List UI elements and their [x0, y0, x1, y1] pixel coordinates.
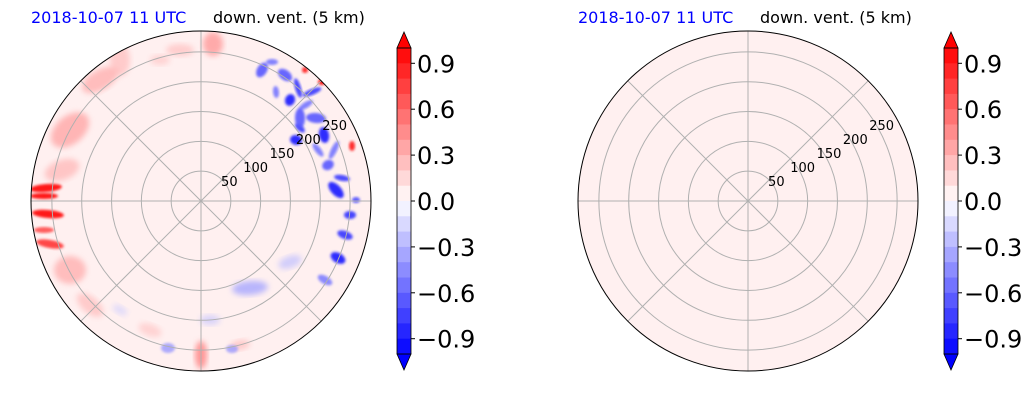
polar-frame-right — [577, 30, 919, 372]
colorbar-right-level-19 — [944, 338, 958, 355]
colorbar-left-level-14 — [397, 262, 411, 278]
colorbar-right-level-14 — [944, 262, 958, 278]
colorbar-left-level-12 — [397, 231, 411, 248]
colorbar-left-level-9 — [397, 185, 411, 202]
range-label-left-150: 150 — [270, 147, 295, 162]
range-label-right-200: 200 — [843, 133, 868, 148]
feature-se-blue — [317, 197, 360, 286]
colorbar-right-level-15 — [944, 277, 958, 294]
spoke-left-135 — [200, 200, 322, 322]
spoke-right-135 — [747, 200, 869, 322]
range-label-right-50: 50 — [768, 175, 785, 190]
colorbar-left-tick-label-2: 0.3 — [417, 142, 455, 170]
colorbar-right-level-18 — [944, 323, 958, 340]
colorbar-left-extend-min — [396, 353, 412, 371]
colorbar-left-level-19 — [397, 338, 411, 355]
colorbar-right-level-9 — [944, 185, 958, 202]
panel-left: 2018-10-07 11 UTC down. vent. (5 km) 50 1… — [30, 8, 372, 372]
colorbar-left-level-11 — [397, 216, 411, 233]
panel-left-date: 2018-10-07 11 UTC — [31, 8, 186, 27]
colorbar-right-tick-label-2: 0.3 — [964, 142, 1002, 170]
colorbar-left-level-0 — [397, 48, 411, 64]
range-label-left-250: 250 — [322, 119, 347, 134]
colorbar-left-level-4 — [397, 109, 411, 125]
panel-right: 2018-10-07 11 UTC down. vent. (5 km) 50 1… — [577, 8, 919, 372]
colorbar-left-tick-label-6: −0.9 — [417, 326, 475, 354]
colorbar-left-extend-max — [396, 31, 412, 49]
colorbar-left-level-18 — [397, 323, 411, 340]
panel-right-date: 2018-10-07 11 UTC — [578, 8, 733, 27]
range-label-left-200: 200 — [296, 133, 321, 148]
colorbar-left-level-2 — [397, 78, 411, 95]
range-label-left-100: 100 — [243, 161, 268, 176]
polar-frame-left — [30, 30, 372, 372]
spoke-left-45 — [200, 80, 322, 202]
colorbar-left-tick-label-0: 0.9 — [417, 50, 455, 78]
colorbar-left-level-5 — [397, 124, 411, 141]
spoke-right-225 — [627, 200, 749, 322]
colorbar-left-level-16 — [397, 292, 411, 309]
colorbar-right-level-7 — [944, 155, 958, 171]
colorbar-right-level-10 — [944, 201, 958, 217]
spoke-left-315 — [80, 80, 202, 202]
colorbar-right-level-8 — [944, 170, 958, 187]
colorbar-left-tick-label-1: 0.6 — [417, 96, 455, 124]
colorbar-right-tick-label-1: 0.6 — [964, 96, 1002, 124]
colorbar-right-level-5 — [944, 124, 958, 141]
colorbar-right-level-11 — [944, 216, 958, 233]
spoke-left-225 — [80, 200, 202, 322]
range-label-right-150: 150 — [817, 147, 842, 162]
feature-west-red — [31, 183, 64, 249]
colorbar-left-level-1 — [397, 63, 411, 80]
colorbar-right-tick-label-3: 0.0 — [964, 188, 1002, 216]
colorbar-left-level-6 — [397, 139, 411, 156]
colorbar-right-level-16 — [944, 292, 958, 309]
panel-right-title: down. vent. (5 km) — [760, 8, 912, 27]
colorbar-right-level-2 — [944, 78, 958, 95]
colorbar-left-tick-label-3: 0.0 — [417, 188, 455, 216]
spoke-right-315 — [627, 80, 749, 202]
colorbar-left-level-7 — [397, 155, 411, 171]
colorbar-right-tick-label-4: −0.3 — [964, 234, 1022, 262]
colorbar-left-tick-label-4: −0.3 — [417, 234, 475, 262]
panel-left-title: down. vent. (5 km) — [213, 8, 365, 27]
colorbar-right-tick-label-0: 0.9 — [964, 50, 1002, 78]
colorbar-right-level-1 — [944, 63, 958, 80]
colorbar-right-level-17 — [944, 308, 958, 324]
colorbar-left-tick-label-5: −0.6 — [417, 280, 475, 308]
colorbar-right-level-0 — [944, 48, 958, 64]
feature-ne-blue — [256, 59, 350, 199]
colorbar-left-level-13 — [397, 246, 411, 263]
range-label-left-50: 50 — [221, 175, 238, 190]
colorbar-right-level-12 — [944, 231, 958, 248]
colorbar-right-level-3 — [944, 93, 958, 110]
colorbar-left-level-10 — [397, 201, 411, 217]
colorbar-left: 0.9 0.6 0.3 0.0 −0.3 −0.6 −0.9 — [396, 31, 475, 371]
colorbar-right-level-13 — [944, 246, 958, 263]
spoke-right-45 — [747, 80, 869, 202]
colorbar-right-tick-label-6: −0.9 — [964, 326, 1022, 354]
range-label-right-100: 100 — [790, 161, 815, 176]
colorbar-right: 0.9 0.6 0.3 0.0 −0.3 −0.6 −0.9 — [943, 31, 1022, 371]
colorbar-left-level-15 — [397, 277, 411, 294]
colorbar-left-level-17 — [397, 308, 411, 324]
colorbar-right-tick-label-5: −0.6 — [964, 280, 1022, 308]
colorbar-right-extend-min — [943, 353, 959, 371]
range-label-right-250: 250 — [869, 119, 894, 134]
colorbar-right-level-6 — [944, 139, 958, 156]
colorbar-right-extend-max — [943, 31, 959, 49]
colorbar-right-level-4 — [944, 109, 958, 125]
colorbar-left-level-8 — [397, 170, 411, 187]
colorbar-left-level-3 — [397, 93, 411, 110]
